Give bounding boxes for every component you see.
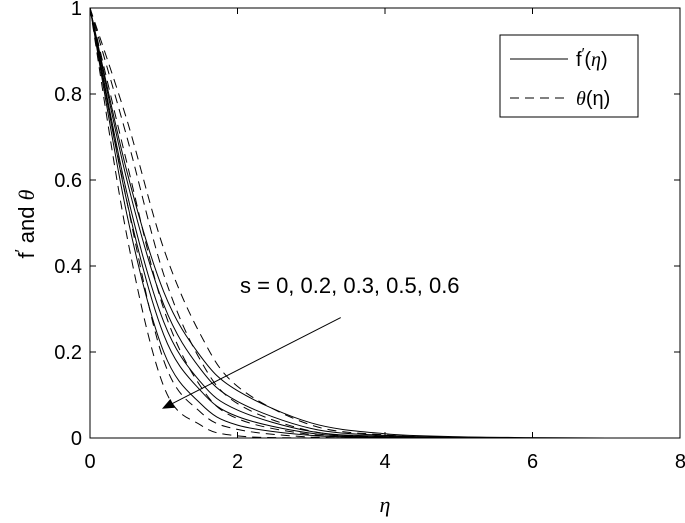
annotation-text: s = 0, 0.2, 0.3, 0.5, 0.6: [240, 273, 460, 298]
y-tick-label: 0.2: [54, 342, 82, 364]
legend-solid-close: ): [601, 49, 608, 71]
legend-entry-dashed: θ(η): [576, 88, 610, 110]
plot-area: [89, 7, 681, 439]
x-tick-label: 2: [232, 451, 243, 473]
y-axis-label-main: f: [14, 251, 39, 258]
x-tick-label: 8: [675, 451, 685, 473]
legend-entry-solid: f′(η): [576, 45, 608, 71]
x-tick-label: 4: [379, 451, 390, 473]
x-tick-label: 0: [84, 451, 95, 473]
annotation-arrow: [161, 317, 341, 409]
ticks-group: 0 2 4 6 8 0 0.2 0.4 0.6 0.8 1: [54, 0, 685, 473]
x-tick-label: 6: [527, 451, 538, 473]
y-axis-label: f′ and θ: [13, 189, 39, 258]
y-tick-label: 0: [71, 428, 82, 450]
legend-dashed-var: θ: [576, 88, 586, 110]
legend: f′(η) θ(η): [499, 34, 639, 118]
theta-series-line-8: [89, 7, 607, 439]
legend-solid-prime: ′: [582, 45, 585, 62]
y-tick-label: 0.4: [54, 256, 82, 278]
y-tick-label: 0.6: [54, 170, 82, 192]
y-tick-label: 0.8: [54, 84, 82, 106]
legend-solid-var: η: [591, 49, 601, 71]
y-axis-label-prime: ′: [13, 249, 30, 252]
y-tick-label: 1: [71, 0, 82, 20]
y-axis-label-rest: and: [14, 200, 39, 249]
theta-series-line-9: [89, 7, 607, 439]
legend-dashed-close: (η): [586, 88, 610, 110]
series-group: [89, 7, 607, 439]
legend-solid-main: f: [576, 49, 582, 71]
legend-box: [499, 34, 639, 118]
legend-solid-open: (: [584, 49, 591, 71]
y-axis-label-theta: θ: [14, 189, 39, 200]
fprime-series-line-4: [89, 7, 607, 439]
x-axis-label: η: [380, 492, 391, 517]
